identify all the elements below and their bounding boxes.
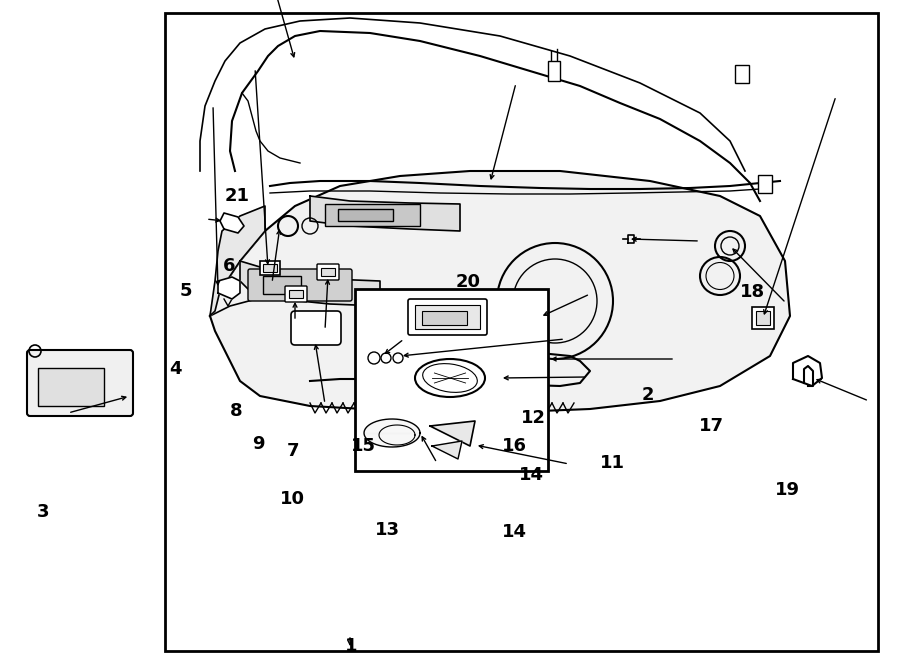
Polygon shape [210, 171, 790, 413]
Text: 18: 18 [740, 283, 765, 301]
Text: 16: 16 [502, 437, 527, 455]
Text: 4: 4 [169, 360, 182, 378]
Bar [548, 61, 560, 81]
Text: 19: 19 [775, 481, 800, 500]
Bar [165, 13, 878, 651]
Text: 7: 7 [286, 442, 299, 461]
Text: 3: 3 [37, 503, 50, 522]
FancyBboxPatch shape [408, 299, 487, 335]
Text: 12: 12 [521, 409, 546, 428]
Bar [260, 261, 280, 275]
Bar [735, 65, 749, 83]
Polygon shape [432, 441, 462, 459]
Text: 13: 13 [374, 521, 400, 539]
Text: 21: 21 [224, 187, 249, 206]
Bar [289, 290, 303, 298]
Bar [321, 268, 335, 276]
Bar [338, 209, 393, 221]
Polygon shape [220, 213, 244, 233]
Bar [355, 289, 548, 471]
FancyBboxPatch shape [291, 311, 341, 345]
Polygon shape [430, 421, 475, 446]
Text: 8: 8 [230, 402, 242, 420]
Bar [263, 276, 301, 294]
Bar [325, 204, 420, 226]
Polygon shape [240, 261, 380, 306]
Bar [415, 305, 480, 329]
FancyBboxPatch shape [317, 264, 339, 280]
Text: 15: 15 [351, 437, 376, 455]
Polygon shape [310, 196, 460, 231]
Bar [758, 175, 772, 193]
Bar [752, 307, 774, 329]
Polygon shape [218, 277, 240, 299]
FancyBboxPatch shape [248, 269, 352, 301]
Bar [422, 311, 467, 325]
Text: 1: 1 [345, 637, 357, 656]
Text: 5: 5 [180, 282, 193, 300]
Text: 10: 10 [280, 490, 305, 508]
Text: 14: 14 [502, 523, 527, 541]
Text: 9: 9 [252, 435, 265, 453]
Bar [263, 264, 277, 272]
Text: 14: 14 [518, 465, 544, 484]
Text: 17: 17 [698, 417, 724, 436]
Text: 2: 2 [642, 386, 654, 405]
FancyBboxPatch shape [285, 286, 307, 302]
Polygon shape [210, 206, 265, 316]
Text: 20: 20 [455, 273, 481, 292]
Text: 6: 6 [223, 257, 236, 276]
Bar [756, 311, 770, 325]
Polygon shape [793, 356, 822, 386]
FancyBboxPatch shape [27, 350, 133, 416]
Bar [38, 368, 104, 406]
Text: 11: 11 [599, 453, 625, 472]
